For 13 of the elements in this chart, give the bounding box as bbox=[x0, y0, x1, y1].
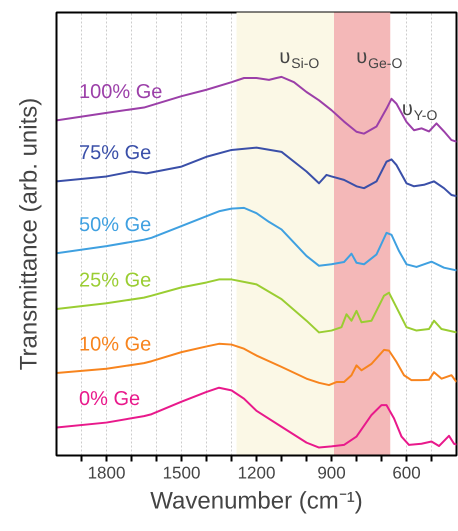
x-tick-label: 900 bbox=[317, 464, 346, 482]
series-label: 50% Ge bbox=[79, 214, 152, 236]
series-label: 10% Ge bbox=[79, 334, 152, 356]
series-label: 0% Ge bbox=[79, 388, 140, 410]
x-axis-title: Wavenumber (cm⁻¹) bbox=[150, 488, 363, 514]
y-axis-title: Transmittance (arb. units) bbox=[16, 98, 42, 370]
x-tick-label: 1200 bbox=[238, 464, 276, 482]
x-tick-label: 600 bbox=[392, 464, 421, 482]
x-tick-label: 1800 bbox=[88, 464, 126, 482]
x-tick-label: 1500 bbox=[162, 464, 200, 482]
series-label: 100% Ge bbox=[79, 81, 162, 104]
series-label: 25% Ge bbox=[79, 270, 152, 292]
series-label: 75% Ge bbox=[79, 142, 152, 164]
